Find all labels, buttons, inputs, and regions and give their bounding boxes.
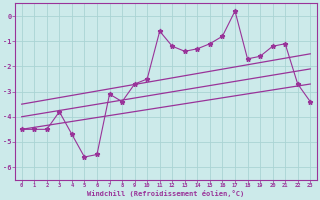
X-axis label: Windchill (Refroidissement éolien,°C): Windchill (Refroidissement éolien,°C) bbox=[87, 190, 244, 197]
